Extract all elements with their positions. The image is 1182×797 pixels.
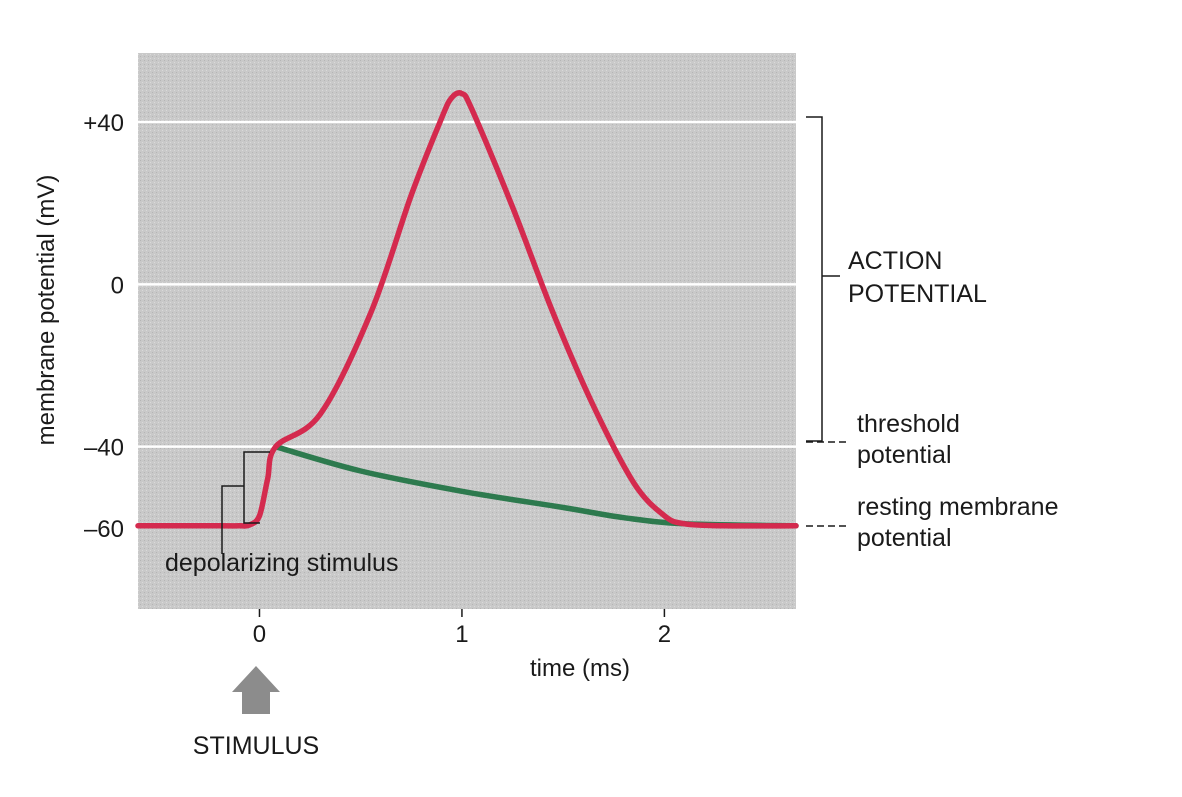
threshold-label-line2: potential [857, 441, 952, 469]
resting-label-line2: potential [857, 524, 952, 552]
y-tick-label-0: +40 [83, 110, 124, 137]
y-axis-label: membrane potential (mV) [33, 175, 60, 446]
stimulus-label: STIMULUS [193, 732, 319, 760]
gridlines [138, 120, 796, 448]
action-potential-bracket [806, 116, 840, 442]
action-potential-label-line2: POTENTIAL [848, 280, 987, 308]
x-axis-ticks: 0 1 2 [253, 609, 671, 648]
x-tick-label-1: 1 [455, 621, 468, 648]
y-tick-label-2: –40 [84, 435, 124, 462]
y-axis-ticks: +40 0 –40 –60 [83, 110, 124, 543]
action-potential-curve [135, 90, 799, 529]
depolarizing-bracket [221, 451, 270, 554]
action-potential-label-line1: ACTION [848, 247, 942, 275]
x-tick-label-2: 2 [658, 621, 671, 648]
y-tick-label-1: 0 [111, 272, 124, 299]
curves [135, 90, 799, 529]
threshold-label-line1: threshold [857, 410, 960, 438]
x-axis-label: time (ms) [530, 655, 630, 682]
up-arrow-icon [232, 666, 280, 714]
plot-area [138, 53, 796, 609]
y-tick-label-3: –60 [84, 516, 124, 543]
depolarizing-stimulus-label: depolarizing stimulus [165, 549, 398, 577]
x-tick-label-0: 0 [253, 621, 266, 648]
resting-label-line1: resting membrane [857, 493, 1058, 521]
